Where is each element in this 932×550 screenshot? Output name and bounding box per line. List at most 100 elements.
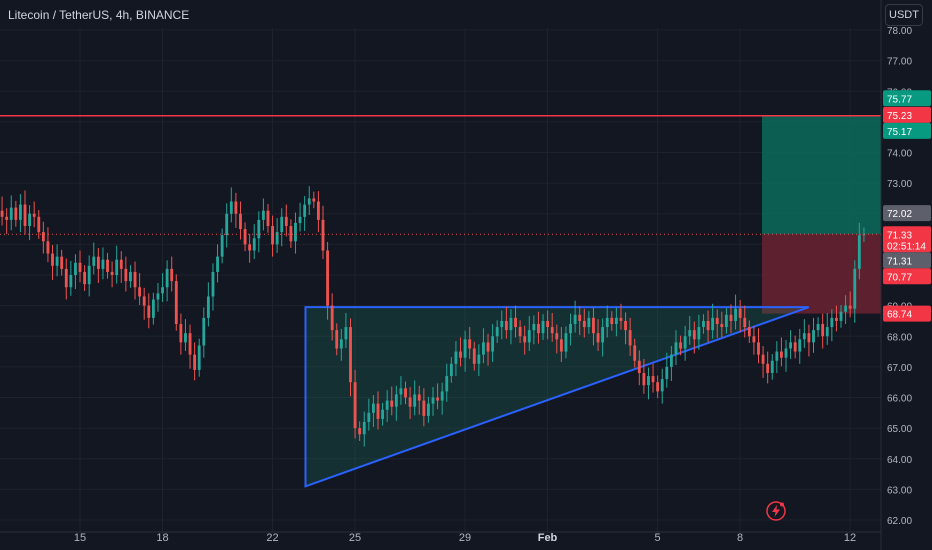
candle — [275, 218, 279, 253]
candle-body — [651, 376, 655, 383]
candle-body — [390, 400, 394, 407]
candle — [482, 328, 485, 364]
candle — [835, 305, 838, 332]
candle — [381, 403, 385, 426]
currency-button[interactable]: USDT — [885, 4, 923, 26]
candle — [115, 245, 119, 284]
candle-body — [9, 207, 13, 220]
candle-body — [445, 376, 449, 392]
candle — [271, 215, 274, 257]
candle-body — [793, 342, 797, 352]
candle-body — [711, 317, 715, 331]
candle-body — [298, 216, 302, 223]
candle — [165, 260, 169, 302]
price-tag-label: 70.77 — [887, 272, 912, 283]
candle-body — [161, 287, 164, 294]
candle — [69, 260, 73, 296]
candle-body — [848, 305, 852, 309]
candle-body — [78, 262, 82, 272]
candle — [697, 314, 701, 350]
candle-body — [724, 314, 728, 328]
candle-body — [835, 317, 838, 321]
stop-zone — [762, 234, 881, 314]
candle — [812, 317, 815, 353]
candle-body — [734, 308, 737, 321]
candle — [133, 261, 137, 300]
candle — [656, 375, 660, 399]
candle — [55, 244, 59, 277]
candle-body — [665, 366, 669, 380]
candle — [349, 318, 352, 397]
candle-body — [601, 327, 605, 343]
candle — [101, 247, 105, 280]
candle-body — [674, 342, 678, 355]
candle-body — [394, 394, 398, 407]
candle — [28, 205, 32, 241]
candle — [427, 396, 430, 423]
candle-body — [83, 271, 87, 285]
candle-body — [211, 271, 215, 297]
candle-body — [358, 428, 362, 435]
candle-body — [284, 216, 288, 226]
candle — [752, 325, 756, 355]
candle-body — [578, 314, 582, 321]
candle-body — [587, 317, 591, 328]
candle-body — [743, 317, 747, 328]
candle — [14, 200, 18, 227]
candle-body — [459, 351, 462, 358]
candle-body — [839, 311, 843, 321]
candle — [23, 190, 27, 235]
candle — [371, 395, 375, 427]
price-tag: 68.74 — [883, 305, 931, 322]
candle — [257, 211, 261, 253]
candle-body — [669, 354, 673, 367]
candle — [807, 324, 811, 357]
candle — [385, 390, 389, 422]
candle-body — [417, 394, 421, 401]
candle — [19, 194, 22, 233]
candle — [261, 198, 265, 231]
candle-body — [706, 320, 710, 331]
candle — [514, 305, 517, 338]
candle — [417, 385, 421, 415]
candle — [188, 324, 192, 369]
candle — [96, 248, 100, 283]
candle — [83, 265, 87, 291]
candle — [294, 212, 297, 254]
candle — [431, 387, 435, 416]
candle-body — [789, 342, 793, 349]
candle — [307, 186, 311, 215]
candle-body — [816, 324, 820, 331]
candle-body — [316, 201, 320, 220]
candle — [92, 242, 96, 275]
candle-body — [289, 226, 293, 242]
price-tag-bg — [883, 90, 931, 107]
price-tag-bg — [883, 205, 931, 222]
candle-body — [596, 333, 600, 343]
candle — [770, 354, 774, 380]
candle-body — [541, 320, 545, 334]
y-tick-label: 66.00 — [887, 394, 912, 405]
candle — [119, 251, 123, 283]
candle — [129, 265, 132, 288]
candle-body — [243, 229, 247, 245]
candle-body — [573, 314, 577, 324]
candle-body — [564, 333, 568, 352]
bolt-icon[interactable] — [765, 500, 787, 522]
candle — [170, 256, 174, 292]
candle-body — [757, 342, 760, 355]
price-tag-bg — [883, 106, 931, 123]
candle — [280, 208, 284, 247]
candle-body — [862, 234, 866, 236]
candle-body — [761, 354, 765, 364]
candle — [124, 256, 128, 292]
x-tick-label: 5 — [654, 532, 660, 544]
candle — [582, 308, 586, 338]
candle — [60, 249, 64, 276]
candle-body — [504, 320, 508, 331]
candle-body — [234, 201, 238, 214]
candle-body — [216, 256, 219, 272]
candle — [724, 308, 728, 334]
candle-body — [477, 354, 481, 364]
candle-body — [500, 320, 504, 328]
